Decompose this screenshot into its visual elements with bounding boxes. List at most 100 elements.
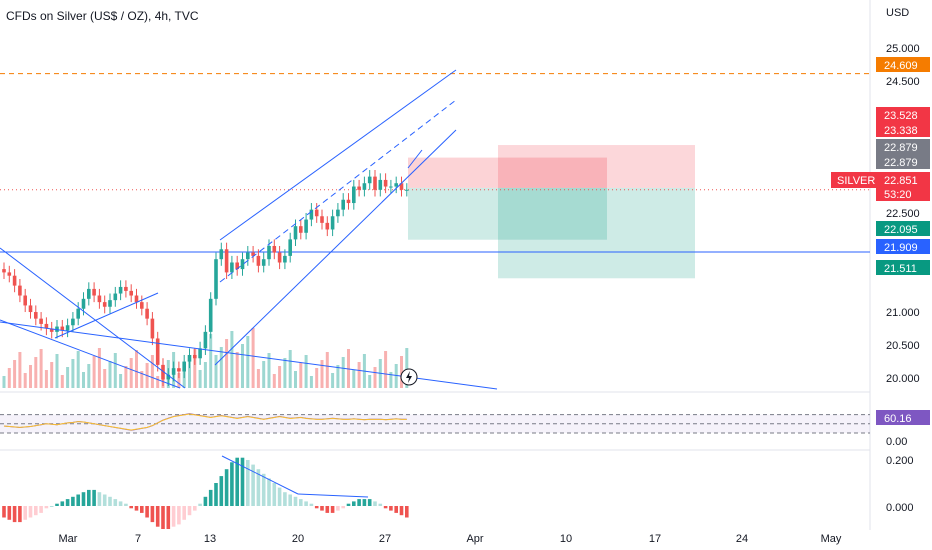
price-badge-label: 21.909 bbox=[884, 242, 918, 254]
macd-histogram-bar bbox=[102, 494, 107, 506]
time-tick-label: 24 bbox=[736, 533, 748, 545]
price-tick-label: 20.000 bbox=[886, 373, 920, 385]
volume-bar bbox=[71, 359, 75, 388]
candle-body bbox=[235, 262, 239, 270]
price-badge bbox=[876, 139, 930, 154]
macd-histogram-bar bbox=[171, 506, 176, 527]
macd-histogram-bar bbox=[113, 499, 118, 506]
volume-bar bbox=[251, 328, 255, 388]
price-badge bbox=[876, 172, 930, 187]
price-badge bbox=[876, 221, 930, 236]
macd-histogram-bar bbox=[145, 506, 149, 518]
candle-body bbox=[187, 354, 192, 362]
macd-histogram-bar bbox=[304, 501, 308, 506]
candle-body bbox=[240, 259, 245, 270]
price-tick-label: 21.000 bbox=[886, 307, 920, 319]
candle-body bbox=[76, 308, 80, 319]
price-badge-label: 53:20 bbox=[884, 189, 912, 201]
price-badge-label: 23.528 bbox=[884, 110, 918, 122]
candle-body bbox=[219, 249, 224, 260]
rsi-tick-label: 0.00 bbox=[886, 436, 907, 448]
volume-bar bbox=[294, 371, 297, 388]
macd-histogram-bar bbox=[261, 473, 266, 506]
macd-histogram-bar bbox=[87, 489, 91, 506]
time-tick-label: 13 bbox=[204, 533, 216, 545]
price-badge-label: 22.851 bbox=[884, 175, 918, 187]
candle-body bbox=[87, 288, 91, 299]
flash-icon bbox=[406, 371, 412, 383]
rsi-value-label: 60.16 bbox=[884, 413, 912, 425]
time-tick-label: May bbox=[821, 533, 842, 545]
macd-histogram-bar bbox=[49, 506, 54, 507]
macd-histogram-bar bbox=[267, 478, 271, 506]
candle-body bbox=[394, 183, 398, 187]
chart-title: CFDs on Silver (US$ / OZ), 4h, TVC bbox=[6, 9, 199, 23]
macd-histogram-bar bbox=[208, 489, 213, 506]
volume-bar bbox=[34, 357, 38, 388]
macd-histogram-bar bbox=[198, 503, 202, 506]
macd-histogram-bar bbox=[39, 506, 43, 513]
macd-histogram-bar bbox=[357, 499, 361, 506]
macd-histogram-bar bbox=[256, 469, 261, 506]
macd-tick-label: 0.200 bbox=[886, 455, 914, 467]
volume-bar bbox=[135, 350, 138, 388]
volume-bar bbox=[198, 370, 202, 388]
price-badge bbox=[876, 239, 930, 254]
rsi-value-badge bbox=[876, 410, 930, 425]
candle-body bbox=[108, 300, 112, 307]
candle-body bbox=[362, 183, 367, 190]
macd-histogram-bar bbox=[389, 506, 393, 511]
trendline bbox=[0, 247, 186, 389]
macd-histogram-bar bbox=[76, 494, 80, 506]
candle-body bbox=[39, 318, 43, 324]
volume-bar bbox=[405, 348, 409, 388]
candle-body bbox=[28, 305, 33, 313]
macd-histogram-bar bbox=[7, 506, 12, 520]
macd-histogram-bar bbox=[394, 506, 398, 513]
macd-histogram-bar bbox=[230, 462, 234, 506]
volume-bar bbox=[299, 363, 303, 388]
candle-body bbox=[140, 302, 144, 309]
candle-body bbox=[320, 216, 324, 223]
candle-body bbox=[161, 364, 165, 380]
macd-histogram-bar bbox=[18, 506, 22, 523]
volume-bar bbox=[225, 339, 229, 388]
price-badge bbox=[876, 154, 930, 169]
candle-body bbox=[277, 252, 282, 263]
candle-body bbox=[97, 295, 102, 303]
volume-bar bbox=[219, 347, 223, 388]
candle-body bbox=[7, 272, 12, 276]
candle-body bbox=[293, 226, 298, 240]
volume-bar bbox=[352, 370, 356, 388]
candle-body bbox=[389, 186, 393, 188]
volume-bar bbox=[44, 370, 48, 388]
macd-histogram-bar bbox=[134, 506, 139, 511]
volume-bar bbox=[188, 357, 191, 388]
macd-histogram-bar bbox=[373, 501, 377, 506]
candle-body bbox=[309, 209, 314, 220]
price-badge-label: 23.338 bbox=[884, 125, 918, 137]
candle-body bbox=[230, 262, 234, 273]
candle-body bbox=[224, 249, 229, 273]
time-tick-label: 27 bbox=[379, 533, 391, 545]
macd-histogram-bar bbox=[272, 483, 277, 506]
price-badge bbox=[876, 122, 930, 137]
currency-label: USD bbox=[886, 7, 910, 19]
trendline bbox=[54, 292, 159, 339]
candle-body bbox=[145, 308, 149, 319]
macd-histogram-bar bbox=[299, 499, 303, 506]
trendline bbox=[0, 319, 181, 389]
volume-bar bbox=[230, 331, 234, 388]
price-tick-label: 24.500 bbox=[886, 76, 920, 88]
volume-bar bbox=[177, 373, 181, 388]
macd-histogram-bar bbox=[378, 503, 383, 506]
time-tick-label: 10 bbox=[560, 533, 572, 545]
candle-body bbox=[65, 325, 70, 331]
candle-body bbox=[267, 245, 271, 260]
macd-histogram-bar bbox=[12, 506, 17, 523]
candle-body bbox=[71, 318, 75, 326]
macd-histogram-bar bbox=[224, 469, 229, 506]
candle-body bbox=[251, 252, 255, 256]
